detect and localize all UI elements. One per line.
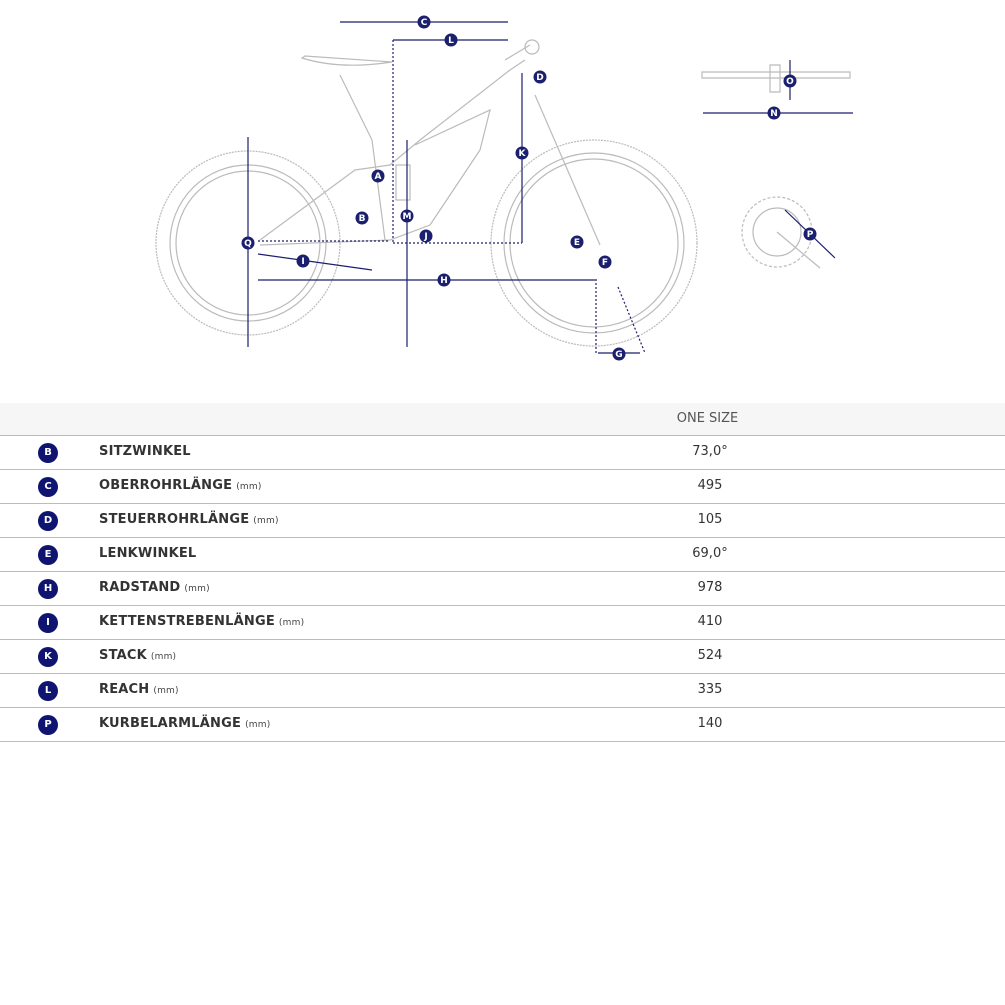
marker-n: N [767, 106, 781, 120]
marker-label: J [423, 232, 427, 242]
marker-i: I [296, 254, 310, 268]
marker-label: I [301, 257, 304, 267]
marker-label: K [519, 149, 527, 159]
marker-label: A [375, 172, 382, 182]
label-text: KETTENSTREBENLÄNGE [99, 614, 275, 629]
dimension-label: STACK (mm) [99, 648, 176, 663]
table-row: C OBERROHRLÄNGE (mm) 495 [0, 470, 1005, 504]
marker-d: D [533, 70, 547, 84]
marker-o: O [783, 74, 797, 88]
marker-b: B [355, 211, 369, 225]
marker-label: P [807, 230, 814, 240]
marker-g: G [612, 347, 626, 361]
marker-l: L [444, 33, 458, 47]
table-row: I KETTENSTREBENLÄNGE (mm) 410 [0, 606, 1005, 640]
marker-p: P [803, 227, 817, 241]
unit: (mm) [236, 482, 262, 492]
marker-label: D [536, 73, 543, 83]
dimension-value: 524 [697, 648, 723, 663]
dimension-value: 140 [697, 716, 723, 731]
unit: (mm) [153, 686, 179, 696]
label-text: REACH [99, 682, 150, 697]
table-row: B SITZWINKEL 73,0° [0, 436, 1005, 470]
label-text: KURBELARMLÄNGE [99, 716, 242, 731]
bike-outline [155, 39, 851, 347]
table-row: E LENKWINKEL 69,0° [0, 538, 1005, 572]
unit: (mm) [245, 720, 271, 730]
dimension-label: REACH (mm) [99, 682, 179, 697]
geometry-table: ONE SIZE B SITZWINKEL 73,0° C OBERROHRLÄN… [0, 403, 1005, 742]
marker-m: M [400, 209, 414, 223]
dimension-label: LENKWINKEL [99, 546, 196, 561]
dimension-value: 495 [697, 478, 723, 493]
marker-label: C [421, 18, 428, 28]
table-row: D STEUERROHRLÄNGE (mm) 105 [0, 504, 1005, 538]
dimension-label: SITZWINKEL [99, 444, 191, 459]
label-text: OBERROHRLÄNGE [99, 478, 233, 493]
marker-label: B [359, 214, 366, 224]
dimension-badge: K [38, 647, 58, 667]
marker-label: N [770, 109, 778, 119]
marker-k: K [515, 146, 529, 160]
label-text: RADSTAND [99, 580, 181, 595]
dimension-badge: B [38, 443, 58, 463]
dimension-label: KETTENSTREBENLÄNGE (mm) [99, 614, 304, 629]
marker-c: C [417, 15, 431, 29]
label-text: STACK [99, 648, 147, 663]
unit: (mm) [184, 584, 210, 594]
dimension-value: 410 [697, 614, 723, 629]
marker-f: F [598, 255, 612, 269]
label-text: SITZWINKEL [99, 444, 191, 459]
label-text: LENKWINKEL [99, 546, 197, 561]
dimension-label: KURBELARMLÄNGE (mm) [99, 716, 270, 731]
marker-label: Q [244, 239, 252, 249]
dimension-badge: E [38, 545, 58, 565]
dimension-value: 73,0° [692, 444, 728, 459]
dimension-badge: L [38, 681, 58, 701]
label-text: STEUERROHRLÄNGE [99, 512, 250, 527]
dimension-value: 978 [697, 580, 723, 595]
marker-label: O [786, 77, 794, 87]
unit: (mm) [278, 618, 305, 628]
table-row: L REACH (mm) 335 [0, 674, 1005, 708]
dimension-label: RADSTAND (mm) [99, 580, 210, 595]
marker-label: E [574, 238, 580, 248]
dimension-label: STEUERROHRLÄNGE (mm) [99, 512, 279, 527]
column-header-one-size: ONE SIZE [676, 411, 739, 426]
marker-label: L [448, 36, 454, 46]
dimension-value: 69,0° [692, 546, 728, 561]
marker-label: F [602, 258, 608, 268]
dimension-markers: A B C D E F G H I J K L M N O P Q [241, 15, 817, 361]
dimension-value: 105 [697, 512, 723, 527]
bike-geometry-diagram: A B C D E F G H I J K L M N O P Q [155, 15, 853, 361]
marker-q: Q [241, 236, 255, 250]
dimension-value: 335 [697, 682, 723, 697]
unit: (mm) [150, 652, 177, 662]
unit: (mm) [253, 516, 279, 526]
table-row: H RADSTAND (mm) 978 [0, 572, 1005, 606]
dimension-badge: D [38, 511, 58, 531]
dimension-label: OBERROHRLÄNGE (mm) [99, 478, 262, 493]
table-row: K STACK (mm) 524 [0, 640, 1005, 674]
table-header: ONE SIZE [0, 403, 1005, 436]
marker-j: J [419, 229, 433, 243]
dimension-badge: H [38, 579, 58, 599]
marker-label: M [403, 212, 412, 222]
marker-label: H [440, 276, 448, 286]
marker-a: A [371, 169, 385, 183]
dimension-badge: C [38, 477, 58, 497]
dimension-badge: P [38, 715, 58, 735]
marker-h: H [437, 273, 451, 287]
table-row: P KURBELARMLÄNGE (mm) 140 [0, 708, 1005, 742]
marker-e: E [570, 235, 584, 249]
dimension-badge: I [38, 613, 58, 633]
marker-label: G [615, 350, 622, 360]
